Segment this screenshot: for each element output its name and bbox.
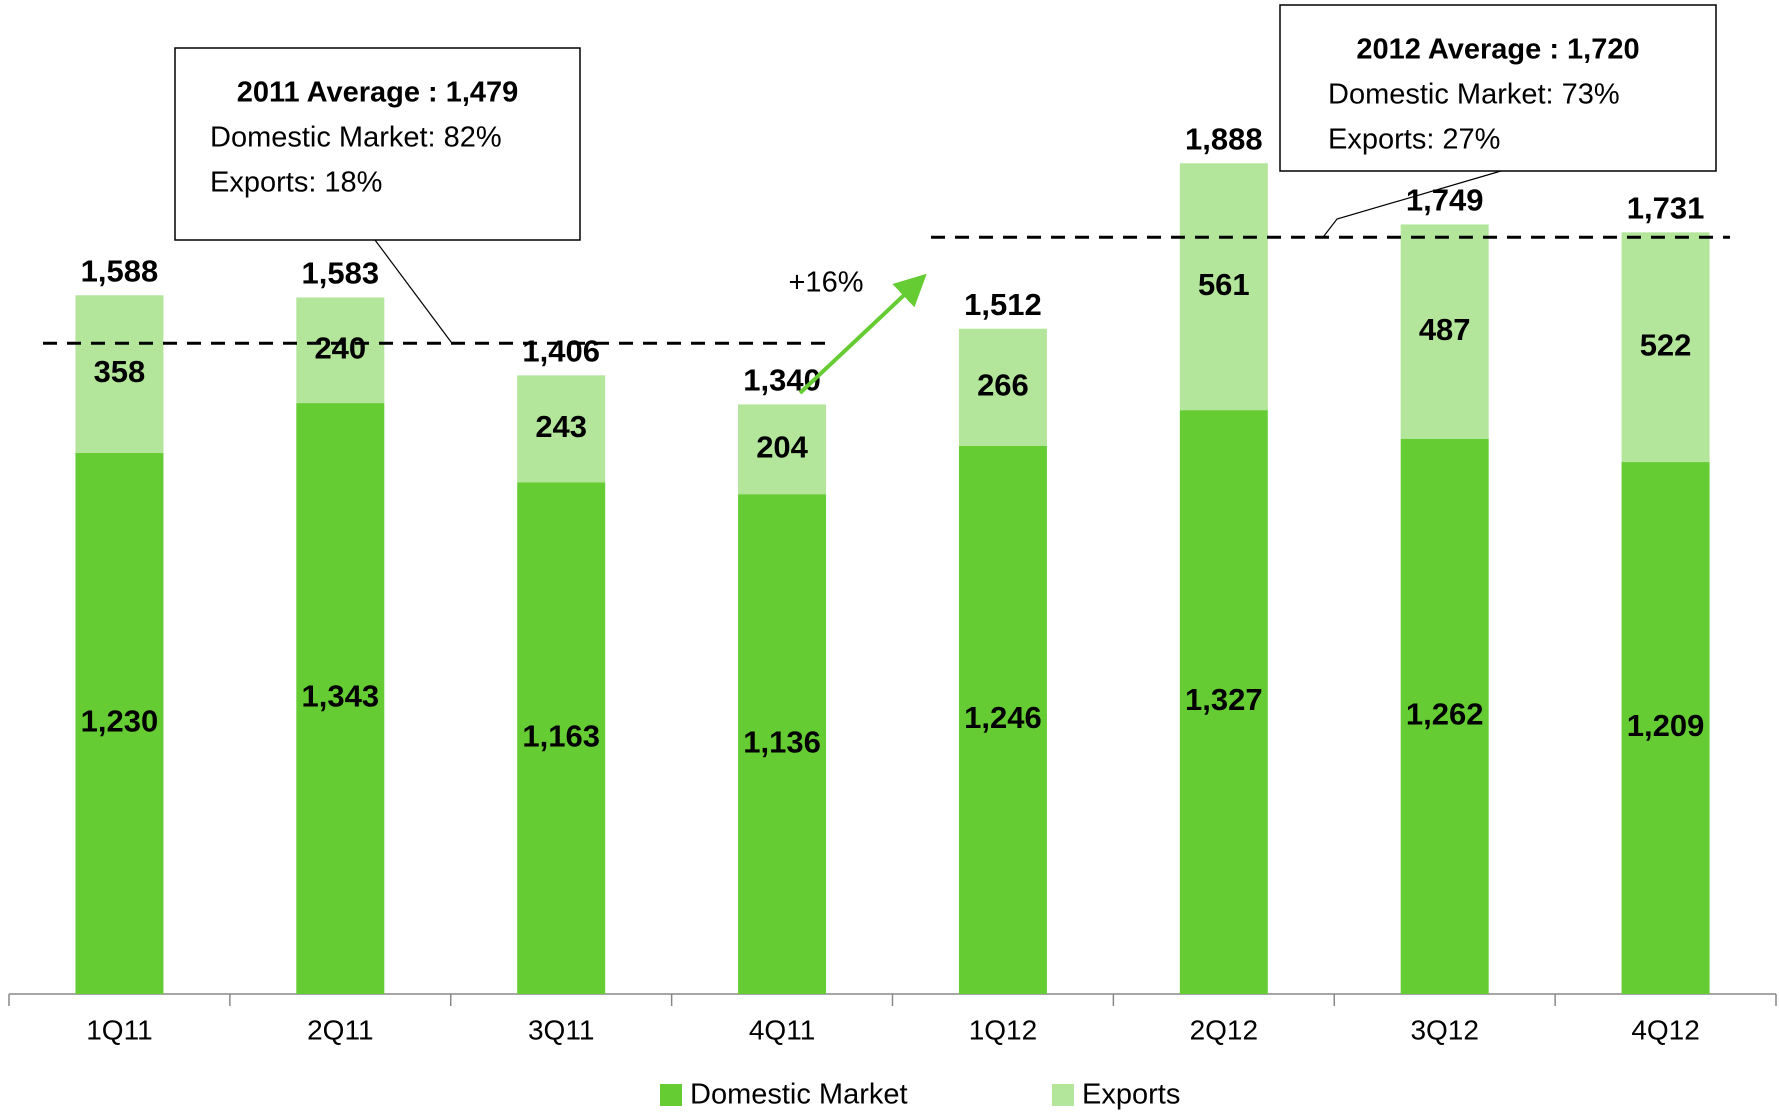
total-label: 1,583 xyxy=(302,256,380,291)
bar-segment xyxy=(1179,163,1268,411)
data-label: 1,262 xyxy=(1406,697,1484,732)
data-label: 266 xyxy=(977,367,1029,402)
data-label: 1,230 xyxy=(81,704,159,739)
leader-line xyxy=(374,239,453,344)
growth-arrow xyxy=(798,273,927,395)
annotation-title: 2011 Average : 1,479 xyxy=(237,77,519,109)
annotation-box xyxy=(174,47,581,241)
bar-segment xyxy=(1179,410,1268,994)
bar-segment xyxy=(517,482,606,994)
annotation-line: Exports: 18% xyxy=(210,167,382,199)
legend-label: Exports xyxy=(1082,1079,1180,1111)
x-tick-label: 3Q11 xyxy=(528,1014,594,1045)
data-label: 1,246 xyxy=(964,700,1042,735)
total-label: 1,406 xyxy=(522,334,600,369)
bar-segment xyxy=(1400,224,1489,439)
x-tick-label: 4Q12 xyxy=(1631,1014,1700,1045)
data-label: 1,136 xyxy=(743,724,821,759)
x-tick-label: 2Q12 xyxy=(1190,1014,1259,1045)
bar-segment xyxy=(296,403,385,995)
bar-segment xyxy=(75,452,164,994)
growth-label: +16% xyxy=(789,267,864,299)
bar-segment xyxy=(1621,232,1710,463)
bar-segment xyxy=(738,404,827,495)
data-label: 561 xyxy=(1198,267,1250,302)
bar-segment xyxy=(958,328,1047,446)
legend-swatch xyxy=(1052,1084,1074,1106)
leader-line xyxy=(1322,170,1502,238)
data-label: 243 xyxy=(535,409,587,444)
annotation-line: Domestic Market: 82% xyxy=(210,122,502,154)
total-label: 1,340 xyxy=(743,363,821,398)
x-tick-label: 3Q12 xyxy=(1410,1014,1479,1045)
bar-segment xyxy=(517,375,606,483)
data-label: 1,327 xyxy=(1185,682,1263,717)
annotation-box xyxy=(1279,4,1717,172)
data-label: 204 xyxy=(756,429,808,464)
bar-segment xyxy=(958,445,1047,994)
bar-segment xyxy=(75,295,164,453)
data-label: 358 xyxy=(94,354,146,389)
total-label: 1,512 xyxy=(964,287,1042,322)
data-label: 240 xyxy=(314,330,366,365)
annotation-line: Exports: 27% xyxy=(1328,124,1500,156)
x-tick-label: 2Q11 xyxy=(307,1014,373,1045)
bar-segment xyxy=(1621,462,1710,994)
x-tick-label: 1Q11 xyxy=(86,1014,152,1045)
total-label: 1,888 xyxy=(1185,121,1263,156)
legend-swatch xyxy=(660,1084,682,1106)
bar-segment xyxy=(1400,438,1489,995)
x-tick-label: 4Q11 xyxy=(749,1014,815,1045)
legend-label: Domestic Market xyxy=(690,1079,908,1111)
x-tick-label: 1Q12 xyxy=(969,1014,1038,1045)
bar-segment xyxy=(738,494,827,994)
bar-segment xyxy=(296,297,385,404)
total-label: 1,731 xyxy=(1627,191,1705,226)
annotation-line: Domestic Market: 73% xyxy=(1328,79,1620,111)
data-label: 487 xyxy=(1419,312,1471,347)
data-label: 1,343 xyxy=(302,679,380,714)
total-label: 1,749 xyxy=(1406,183,1484,218)
data-label: 1,209 xyxy=(1627,708,1705,743)
data-label: 1,163 xyxy=(522,718,600,753)
data-label: 522 xyxy=(1640,327,1692,362)
annotation-title: 2012 Average : 1,720 xyxy=(1356,34,1639,66)
total-label: 1,588 xyxy=(81,253,159,288)
